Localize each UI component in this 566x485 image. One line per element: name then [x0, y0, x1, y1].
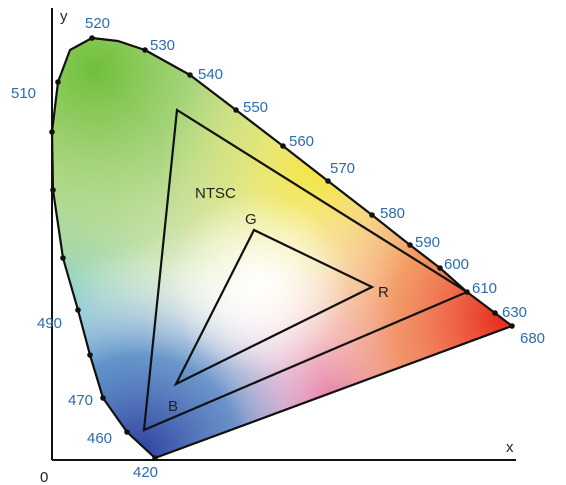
- wavelength-label-550: 550: [243, 99, 268, 116]
- wavelength-dot-560: [280, 143, 286, 149]
- wavelength-markers: [49, 35, 515, 461]
- spectral-locus-outline: [50, 36, 514, 460]
- wavelength-label-580: 580: [380, 205, 405, 222]
- wavelength-label-420: 420: [133, 464, 158, 481]
- wavelength-dot-550: [233, 107, 239, 113]
- wavelength-label-510: 510: [11, 85, 36, 102]
- wavelength-label-570: 570: [330, 160, 355, 177]
- vertex-label-red: R: [378, 284, 389, 301]
- wavelength-label-460: 460: [87, 430, 112, 447]
- wavelength-label-590: 590: [415, 234, 440, 251]
- wavelength-dot-530: [142, 47, 148, 53]
- ntsc-gamut-triangle: [142, 108, 470, 432]
- wavelength-dot-470: [100, 395, 106, 401]
- wavelength-dot-500: [50, 187, 56, 193]
- origin-label: 0: [40, 469, 48, 485]
- wavelength-label-490: 490: [37, 315, 62, 332]
- wavelength-label-680: 680: [520, 330, 545, 347]
- wavelength-dot-590: [407, 242, 413, 248]
- wavelength-label-470: 470: [68, 392, 93, 409]
- wavelength-dot-490: [75, 307, 81, 313]
- wavelength-dot-510: [55, 79, 61, 85]
- x-axis-label: x: [506, 439, 514, 456]
- wavelength-label-600: 600: [444, 256, 469, 273]
- y-axis-label: y: [60, 8, 68, 25]
- wavelength-dot-495: [60, 255, 66, 261]
- wavelength-label-530: 530: [150, 37, 175, 54]
- wavelength-label-520: 520: [85, 15, 110, 32]
- wavelength-dot-505: [49, 129, 55, 135]
- wavelength-dot-540: [187, 72, 193, 78]
- wavelength-dot-570: [325, 178, 331, 184]
- wavelength-dot-420: [152, 455, 158, 461]
- wavelength-dot-610: [464, 289, 470, 295]
- wavelength-labels: 420 460 470 490 510 520 530 540 550 560 …: [11, 15, 545, 481]
- vertex-label-green: G: [245, 211, 257, 228]
- vertex-label-blue: B: [168, 398, 178, 415]
- wavelength-dot-460: [124, 429, 130, 435]
- ntsc-label: NTSC: [195, 185, 236, 202]
- wavelength-dot-630: [492, 310, 498, 316]
- wavelength-label-610: 610: [472, 280, 497, 297]
- wavelength-label-630: 630: [502, 304, 527, 321]
- wavelength-label-560: 560: [289, 133, 314, 150]
- wavelength-dot-480: [87, 352, 93, 358]
- inner-gamut-triangle: [173, 228, 375, 387]
- wavelength-dot-680: [509, 323, 515, 329]
- wavelength-dot-520: [89, 35, 95, 41]
- wavelength-label-540: 540: [198, 66, 223, 83]
- wavelength-dot-580: [369, 212, 375, 218]
- wavelength-dot-600: [437, 265, 443, 271]
